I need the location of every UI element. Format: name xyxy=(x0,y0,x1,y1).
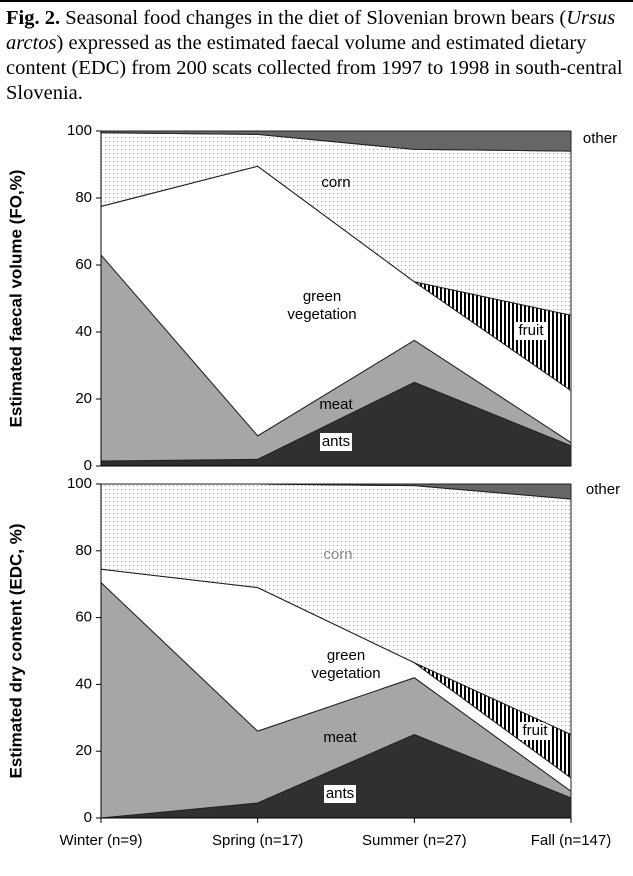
x-tick-label: Summer (n=27) xyxy=(362,832,467,849)
y-tick-label: 60 xyxy=(75,256,92,273)
caption: Fig. 2. Seasonal food changes in the die… xyxy=(0,0,633,110)
label-box: fruit xyxy=(516,322,546,340)
label-box: ants xyxy=(319,433,353,451)
area xyxy=(100,130,572,152)
label-box: meat xyxy=(323,729,357,746)
series-label: meat xyxy=(323,729,357,746)
label-box: fruit xyxy=(520,722,550,740)
caption-text: ) expressed as the estimated faecal volu… xyxy=(6,32,623,104)
y-tick-label: 100 xyxy=(67,475,92,492)
y-tick-label: 100 xyxy=(67,122,92,139)
series-label: ants xyxy=(323,785,357,803)
series-label: ants xyxy=(319,433,353,451)
label-box: corn xyxy=(321,174,351,191)
label-box: other xyxy=(585,481,621,498)
y-axis-title: Estimated dry content (EDC, %) xyxy=(6,523,25,778)
y-axis-title: Estimated faecal volume (FO,%) xyxy=(6,170,25,428)
label-box: green vegetation xyxy=(311,647,381,682)
area xyxy=(101,483,572,500)
y-tick-label: 60 xyxy=(75,609,92,626)
label-box: meat xyxy=(319,396,353,413)
caption-label: Fig. 2. xyxy=(6,7,61,29)
y-tick-label: 80 xyxy=(75,542,92,559)
species: Ursus arctos xyxy=(6,7,616,54)
series-label: corn xyxy=(321,174,351,191)
series-label: corn xyxy=(323,546,353,563)
y-tick-label: 80 xyxy=(75,189,92,206)
series-label: meat xyxy=(319,396,353,413)
y-tick-label: 0 xyxy=(84,809,92,826)
series-label: fruit xyxy=(516,322,546,340)
x-tick-label: Spring (n=17) xyxy=(212,832,303,849)
series-label: other xyxy=(582,130,618,147)
y-tick-label: 40 xyxy=(75,675,92,692)
label-box: other xyxy=(582,130,618,147)
y-tick-label: 20 xyxy=(75,390,92,407)
x-tick-label: Fall (n=147) xyxy=(531,832,611,849)
series-label: fruit xyxy=(520,722,550,740)
y-tick-label: 20 xyxy=(75,742,92,759)
series-label: green vegetation xyxy=(311,647,381,682)
label-box: green vegetation xyxy=(287,288,357,323)
series-label: other xyxy=(585,481,621,498)
caption-text: Seasonal food changes in the diet of Slo… xyxy=(65,7,567,29)
series-label: green vegetation xyxy=(287,288,357,323)
label-box: ants xyxy=(323,785,357,803)
y-tick-label: 0 xyxy=(84,457,92,474)
label-box: corn xyxy=(323,546,353,563)
y-tick-label: 40 xyxy=(75,323,92,340)
x-tick-label: Winter (n=9) xyxy=(60,832,143,849)
